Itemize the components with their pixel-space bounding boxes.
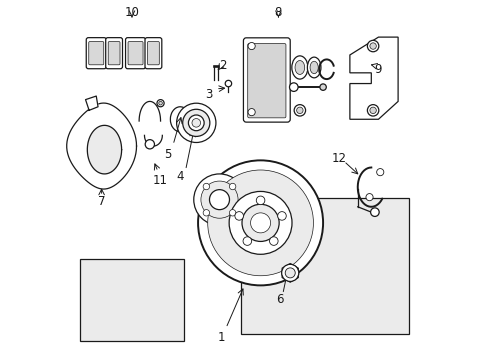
FancyBboxPatch shape: [105, 38, 122, 69]
Polygon shape: [66, 103, 136, 189]
Circle shape: [289, 83, 298, 91]
Circle shape: [209, 190, 229, 210]
Text: 1: 1: [217, 331, 224, 344]
Polygon shape: [349, 37, 397, 119]
Circle shape: [370, 208, 378, 216]
Circle shape: [247, 42, 255, 50]
Circle shape: [159, 102, 162, 105]
FancyBboxPatch shape: [247, 44, 285, 118]
Circle shape: [207, 170, 313, 276]
FancyBboxPatch shape: [86, 38, 106, 69]
Circle shape: [376, 168, 383, 176]
Circle shape: [201, 181, 238, 218]
Text: 6: 6: [276, 293, 284, 306]
Circle shape: [203, 183, 209, 190]
Circle shape: [250, 213, 270, 233]
Circle shape: [229, 210, 235, 216]
Circle shape: [242, 204, 279, 242]
Circle shape: [193, 174, 244, 225]
Circle shape: [183, 109, 209, 136]
Ellipse shape: [307, 57, 320, 78]
Circle shape: [145, 140, 154, 149]
Text: 11: 11: [153, 174, 168, 186]
Circle shape: [319, 84, 325, 90]
Text: 12: 12: [331, 152, 346, 165]
Text: 2: 2: [219, 59, 226, 72]
FancyBboxPatch shape: [125, 38, 145, 69]
Circle shape: [296, 107, 303, 113]
Text: 8: 8: [274, 6, 282, 19]
Text: 5: 5: [163, 148, 171, 162]
Polygon shape: [282, 264, 298, 282]
Circle shape: [366, 40, 378, 52]
FancyBboxPatch shape: [243, 38, 290, 122]
Ellipse shape: [294, 60, 304, 75]
Circle shape: [269, 237, 278, 246]
Circle shape: [294, 105, 305, 116]
Circle shape: [365, 194, 372, 201]
Circle shape: [157, 100, 164, 107]
Text: 7: 7: [98, 195, 105, 208]
Circle shape: [192, 118, 200, 127]
Circle shape: [243, 237, 251, 246]
Circle shape: [229, 183, 235, 190]
Circle shape: [369, 43, 376, 49]
FancyBboxPatch shape: [108, 41, 120, 65]
Circle shape: [176, 103, 216, 143]
Circle shape: [234, 212, 243, 220]
FancyBboxPatch shape: [128, 41, 143, 65]
Circle shape: [203, 210, 209, 216]
Circle shape: [285, 268, 295, 278]
Circle shape: [229, 192, 291, 254]
Circle shape: [198, 160, 323, 285]
FancyBboxPatch shape: [147, 41, 159, 65]
FancyBboxPatch shape: [88, 41, 103, 65]
Circle shape: [225, 80, 231, 87]
Text: 9: 9: [374, 63, 382, 76]
Text: 3: 3: [204, 88, 212, 101]
Circle shape: [277, 212, 285, 220]
Bar: [80, 258, 183, 341]
Circle shape: [247, 109, 255, 116]
Ellipse shape: [291, 56, 307, 79]
Polygon shape: [87, 125, 122, 174]
Circle shape: [369, 107, 376, 113]
FancyBboxPatch shape: [145, 38, 162, 69]
Ellipse shape: [309, 61, 318, 74]
Text: 4: 4: [176, 170, 183, 183]
Circle shape: [188, 115, 203, 131]
Text: 10: 10: [124, 6, 139, 19]
Circle shape: [281, 264, 298, 282]
Bar: [241, 198, 408, 334]
Circle shape: [256, 196, 264, 204]
Circle shape: [366, 105, 378, 116]
Polygon shape: [85, 96, 98, 111]
